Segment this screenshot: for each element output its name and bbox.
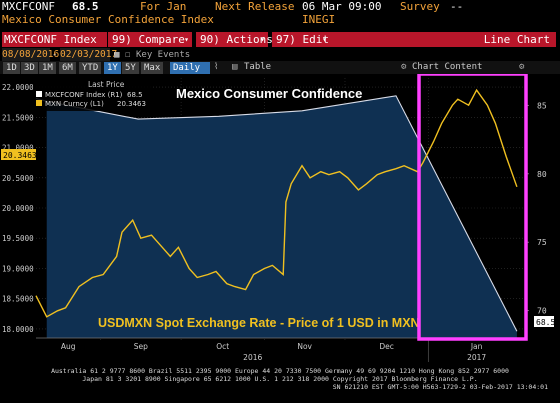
left-tick-label: 20.0000: [2, 204, 34, 213]
edit-button[interactable]: 97) Edit ▾: [272, 32, 330, 47]
left-tick-label: 21.0000: [2, 144, 34, 153]
timeframe-1m[interactable]: 1M: [39, 62, 56, 74]
chart-title: Mexico Consumer Confidence: [176, 86, 362, 101]
line-chart: 18.0000 18.5000 19.0000 19.5000 20.0000 20.50…: [0, 74, 560, 366]
legend-label-fx: MXN Curncy (L1): [45, 100, 104, 108]
year-label-2017: 2017: [467, 353, 486, 362]
gear-icon[interactable]: ⚙: [401, 62, 407, 72]
key-events-checkbox[interactable]: ☐: [125, 50, 131, 60]
x-tick-label: Nov: [297, 342, 312, 351]
timeframe-3d[interactable]: 3D: [21, 62, 38, 74]
x-tick-label: Jan: [470, 342, 483, 351]
caret-down-icon: ▾: [184, 35, 189, 44]
left-price-tag: [1, 149, 36, 160]
range-dash: -: [52, 50, 58, 60]
security-name: Mexico Consumer Confidence Index: [2, 13, 214, 26]
x-axis: Aug Sep Oct Nov Dec Jan 2016 2017: [36, 337, 525, 362]
actions-label: 90) Actions: [200, 33, 273, 46]
legend-heading: Last Price: [88, 80, 125, 89]
right-tick-label: 70: [537, 307, 547, 316]
calendar-icon[interactable]: ▦: [114, 50, 120, 60]
caret-down-icon: ▾: [322, 35, 327, 44]
left-axis: 18.0000 18.5000 19.0000 19.5000 20.0000 20.50…: [2, 83, 34, 334]
period-label: For Jan: [140, 0, 187, 13]
periodicity-dropdown[interactable]: Daily: [170, 62, 210, 74]
right-tick-label: 80: [537, 170, 547, 179]
left-tick-label: 19.5000: [2, 234, 34, 243]
legend-label-confidence: MXCFCONF Index (R1): [45, 91, 123, 99]
legend-value-confidence: 68.5: [127, 91, 143, 99]
timeframe-max[interactable]: Max: [141, 62, 164, 74]
legend-value-fx: 20.3463: [117, 100, 146, 108]
header-row: MXCFCONF 68.5 For Jan Next Release 06 Ma…: [0, 0, 560, 13]
timeframe-ytd[interactable]: YTD: [79, 62, 102, 74]
right-price-tag: [534, 316, 554, 327]
caret-down-icon: ▾: [260, 35, 265, 44]
confidence-area: [46, 95, 517, 338]
legend-swatch-fx: [36, 100, 42, 106]
left-price-tag-text: 20.3463: [3, 151, 37, 160]
left-tick-label: 22.0000: [2, 83, 34, 92]
footer-line-3: SN 621210 EST GMT-5:00 H563-1729-2 03-Fe…: [332, 383, 548, 391]
actions-button[interactable]: 90) Actions ▾: [196, 32, 273, 47]
survey-label: Survey: [400, 0, 440, 13]
left-tick-label: 18.5000: [2, 295, 34, 304]
x-tick-label: Oct: [216, 342, 229, 351]
timeframe-1d[interactable]: 1D: [3, 62, 20, 74]
right-tick-label: 85: [537, 101, 547, 110]
date-range-row: 08/08/2016 - 02/03/2017 ▦ ☐ Key Events: [0, 48, 560, 62]
subheader-row: Mexico Consumer Confidence Index INEGI: [0, 13, 560, 26]
left-tick-label: 20.5000: [2, 174, 34, 183]
timeframe-5y[interactable]: 5Y: [122, 62, 139, 74]
x-tick-label: Aug: [61, 342, 76, 351]
security-field[interactable]: MXCFCONF Index: [2, 32, 107, 47]
legend: Last Price MXCFCONF Index (R1) 68.5 MXN …: [33, 78, 151, 111]
data-source: INEGI: [302, 13, 336, 26]
right-tick-label: 75: [537, 238, 547, 247]
end-date-field[interactable]: 02/03/2017: [60, 48, 118, 61]
toolbar: MXCFCONF Index 99) Compare ▾ 90) Actions ▾…: [0, 31, 560, 47]
settings-icon[interactable]: ⚙: [519, 62, 525, 72]
fx-series-line: [35, 88, 518, 318]
chart-content-button[interactable]: Chart Content: [412, 62, 483, 72]
ticker-value: 68.5: [72, 0, 99, 13]
left-tick-label: 19.0000: [2, 264, 34, 273]
timeframe-1y[interactable]: 1Y: [104, 62, 121, 74]
start-date-field[interactable]: 08/08/2016: [2, 48, 60, 61]
left-tick-label: 21.5000: [2, 113, 34, 122]
highlight-box: [417, 74, 528, 341]
ticker: MXCFCONF: [2, 0, 55, 13]
timeframe-row: 1D 3D 1M 6M YTD 1Y 5Y Max Daily ⌇ ▤ Tabl…: [0, 61, 560, 74]
compare-label: 99) Compare: [112, 33, 185, 46]
timeframe-6m[interactable]: 6M: [59, 62, 76, 74]
chart-icon[interactable]: ⌇: [214, 62, 219, 72]
chart-type-title: Line Chart: [330, 32, 556, 47]
table-icon[interactable]: ▤: [232, 62, 238, 72]
footer-line-2: Japan 81 3 3201 8900 Singapore 65 6212 1…: [82, 375, 478, 383]
right-price-tag-text: 68.5: [536, 318, 555, 327]
left-tick-label: 18.0000: [2, 325, 34, 334]
release-date: 06 Mar 09:00: [302, 0, 382, 13]
footer-line-1: Australia 61 2 9777 8600 Brazil 5511 239…: [51, 367, 509, 375]
table-toggle[interactable]: Table: [244, 62, 272, 72]
x-tick-label: Dec: [379, 342, 394, 351]
legend-swatch-confidence: [36, 91, 42, 97]
release-label: Next Release: [215, 0, 295, 13]
year-label-2016: 2016: [243, 353, 262, 362]
compare-button[interactable]: 99) Compare ▾: [108, 32, 192, 47]
edit-label: 97) Edit: [276, 33, 329, 46]
survey-value: --: [450, 0, 464, 13]
chart-subtitle: USDMXN Spot Exchange Rate - Price of 1 U…: [98, 316, 420, 330]
key-events-label: Key Events: [136, 50, 191, 60]
x-tick-label: Sep: [134, 342, 148, 351]
